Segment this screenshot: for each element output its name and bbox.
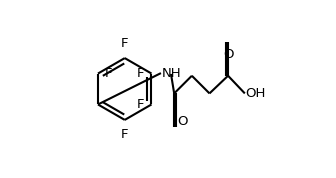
- Text: F: F: [121, 128, 128, 141]
- Text: F: F: [121, 37, 128, 50]
- Text: F: F: [137, 98, 144, 111]
- Text: OH: OH: [246, 87, 266, 100]
- Text: F: F: [137, 67, 144, 80]
- Text: NH: NH: [162, 67, 181, 80]
- Text: F: F: [105, 67, 113, 80]
- Text: O: O: [178, 115, 188, 128]
- Text: O: O: [223, 48, 233, 61]
